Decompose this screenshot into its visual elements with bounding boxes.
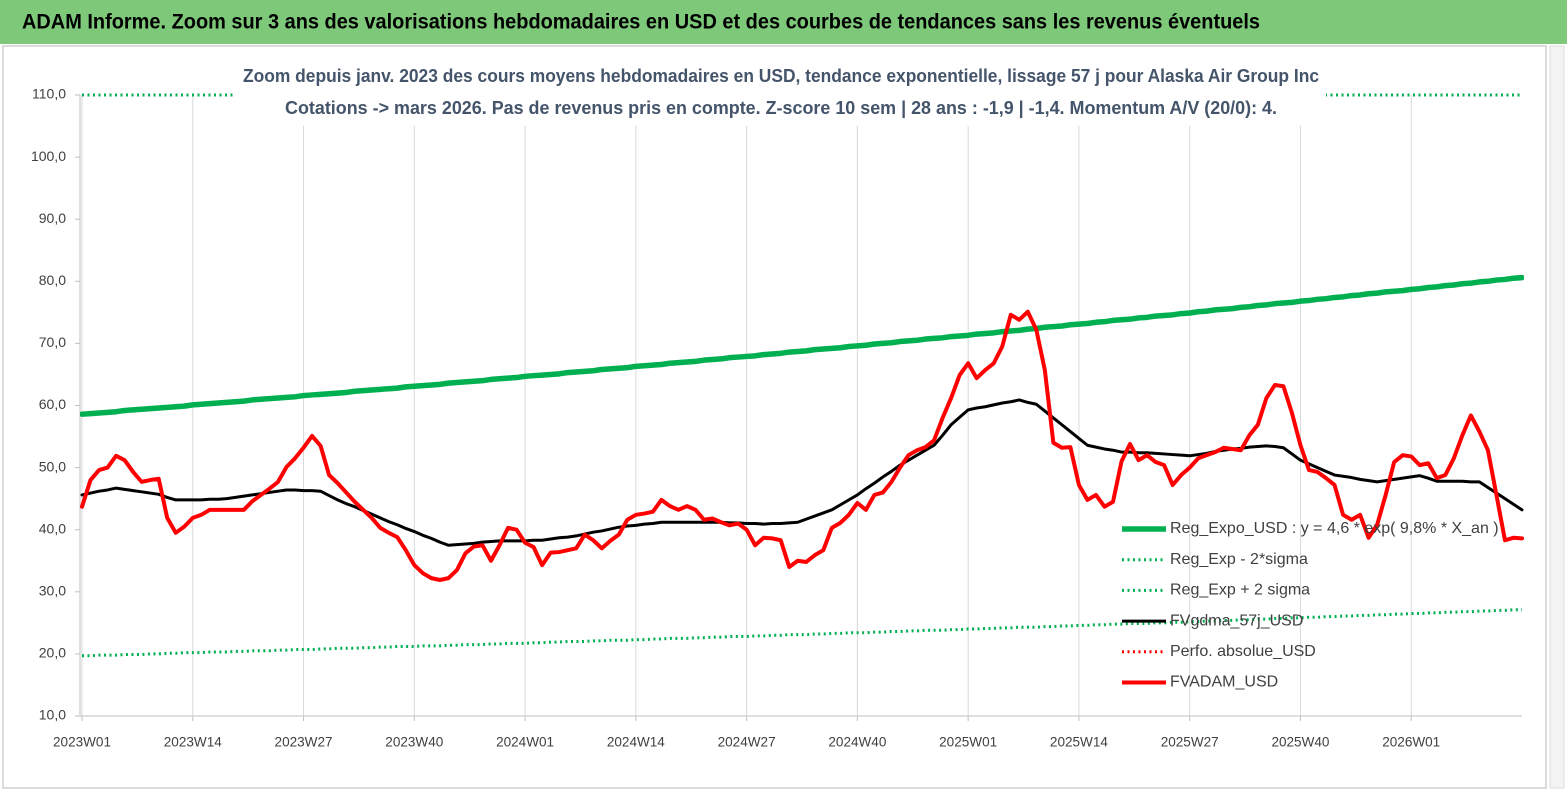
y-tick-label: 60,0 [39,396,66,412]
chart-title: Zoom depuis janv. 2023 des cours moyens … [243,66,1319,86]
y-tick-label: 110,0 [32,86,66,102]
legend-label: Perfo. absolue_USD [1170,643,1316,660]
x-tick-label: 2025W27 [1161,734,1219,750]
x-tick-label: 2024W40 [828,734,886,750]
legend-label: Reg_Expo_USD : y = 4,6 * exp( 9,8% * X_a… [1170,520,1499,537]
series-line [80,309,1524,582]
y-tick-label: 90,0 [39,210,66,226]
x-tick-label: 2025W01 [939,734,997,750]
legend-label: FVgdma_57j_USD [1170,612,1303,629]
title-box [236,60,1326,126]
y-tick-label: 20,0 [39,645,66,661]
y-tick-label: 80,0 [39,272,66,288]
x-tick-label: 2025W14 [1050,734,1108,750]
x-tick-label: 2023W40 [385,734,443,750]
legend-label: Reg_Exp + 2 sigma [1170,582,1310,599]
x-tick-label: 2024W14 [607,734,665,750]
y-tick-label: 70,0 [39,334,66,350]
header-title: ADAM Informe. Zoom sur 3 ans des valoris… [22,11,1260,34]
side-bar [1549,45,1565,789]
legend-label: FVADAM_USD [1170,674,1278,691]
x-tick-label: 2025W40 [1271,734,1329,750]
x-tick-label: 2024W01 [496,734,554,750]
legend: Reg_Expo_USD : y = 4,6 * exp( 9,8% * X_a… [1122,520,1499,691]
chart-frame [2,45,1547,789]
y-tick-label: 50,0 [39,458,66,474]
series-line [80,398,1524,547]
legend-label: Reg_Exp - 2*sigma [1170,551,1308,568]
y-tick-label: 10,0 [39,707,66,723]
y-tick-label: 30,0 [39,583,66,599]
x-tick-label: 2024W27 [718,734,776,750]
x-tick-label: 2023W27 [275,734,333,750]
series-line [80,274,1524,417]
x-tick-label: 2023W01 [53,734,111,750]
axes: 10,0 20,0 30,0 40,0 50,0 60,0 70,0 80,0 90,0 100,… [31,86,1522,750]
x-tick-label: 2023W14 [164,734,222,750]
series-line [82,608,1522,658]
header-bar [0,0,1567,44]
y-tick-label: 40,0 [39,520,66,536]
chart-subtitle: Cotations -> mars 2026. Pas de revenus p… [285,98,1277,118]
y-tick-label: 100,0 [31,148,66,164]
x-tick-label: 2026W01 [1382,734,1440,750]
